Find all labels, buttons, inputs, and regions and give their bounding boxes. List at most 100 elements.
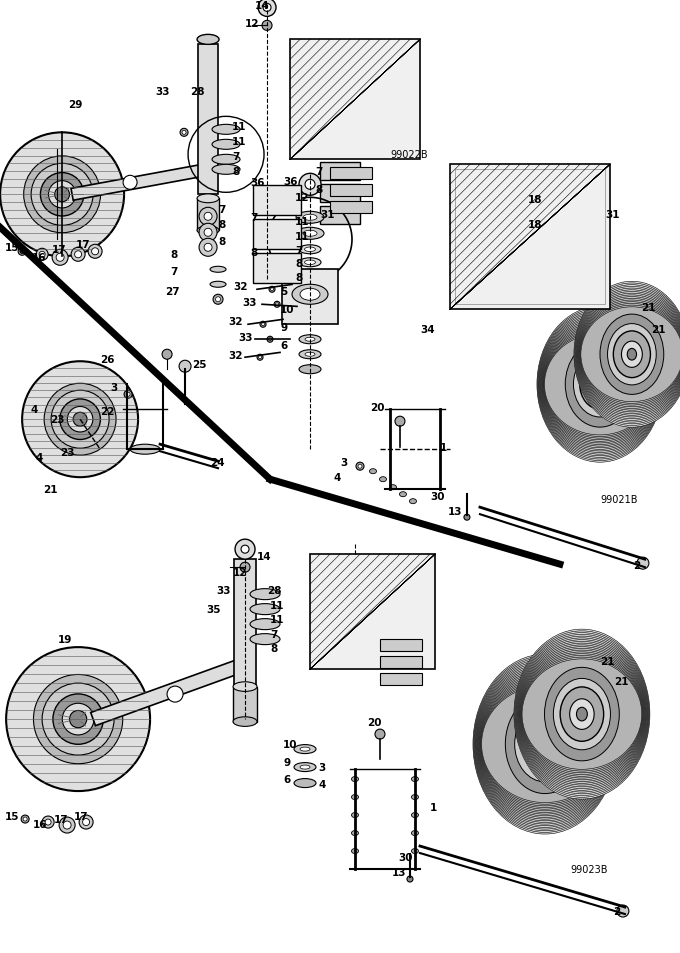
Ellipse shape bbox=[545, 668, 619, 761]
Circle shape bbox=[52, 250, 68, 266]
Circle shape bbox=[42, 816, 54, 828]
Circle shape bbox=[22, 362, 138, 477]
Ellipse shape bbox=[197, 35, 219, 46]
Circle shape bbox=[24, 156, 101, 233]
Circle shape bbox=[407, 876, 413, 882]
Text: 8: 8 bbox=[315, 185, 322, 195]
Ellipse shape bbox=[390, 485, 396, 490]
Ellipse shape bbox=[477, 669, 613, 820]
Ellipse shape bbox=[352, 849, 358, 854]
Text: 25: 25 bbox=[192, 360, 207, 370]
Text: 31: 31 bbox=[605, 210, 619, 220]
Ellipse shape bbox=[515, 706, 575, 782]
Text: 21: 21 bbox=[43, 485, 58, 495]
Text: 12: 12 bbox=[233, 568, 248, 578]
Bar bbox=[253, 254, 301, 284]
Ellipse shape bbox=[540, 318, 660, 452]
Ellipse shape bbox=[250, 634, 280, 645]
Ellipse shape bbox=[505, 695, 585, 794]
Ellipse shape bbox=[479, 676, 611, 813]
Circle shape bbox=[375, 729, 385, 740]
Circle shape bbox=[204, 213, 212, 221]
Circle shape bbox=[23, 817, 27, 821]
Ellipse shape bbox=[516, 637, 648, 792]
Circle shape bbox=[275, 303, 279, 307]
Ellipse shape bbox=[579, 299, 680, 411]
Text: 21: 21 bbox=[600, 657, 615, 666]
Text: 2: 2 bbox=[633, 560, 640, 571]
Ellipse shape bbox=[522, 658, 642, 771]
Ellipse shape bbox=[517, 641, 647, 787]
Circle shape bbox=[124, 391, 132, 398]
Text: 4: 4 bbox=[35, 453, 42, 463]
Circle shape bbox=[179, 361, 191, 373]
Text: 36: 36 bbox=[250, 178, 265, 188]
Circle shape bbox=[395, 416, 405, 427]
Text: 30: 30 bbox=[430, 492, 445, 501]
Ellipse shape bbox=[514, 630, 650, 800]
Circle shape bbox=[299, 174, 321, 196]
Bar bbox=[330, 168, 372, 180]
Text: 33: 33 bbox=[216, 585, 231, 596]
Text: 18: 18 bbox=[528, 195, 543, 205]
Text: 11: 11 bbox=[270, 615, 284, 624]
Ellipse shape bbox=[303, 231, 317, 237]
Text: 21: 21 bbox=[614, 677, 628, 686]
Ellipse shape bbox=[411, 831, 418, 836]
Ellipse shape bbox=[305, 248, 316, 253]
Bar bbox=[320, 185, 360, 203]
Circle shape bbox=[67, 407, 93, 433]
Circle shape bbox=[44, 384, 116, 456]
Circle shape bbox=[123, 176, 137, 190]
Text: 8: 8 bbox=[170, 250, 177, 260]
Ellipse shape bbox=[303, 215, 317, 221]
Ellipse shape bbox=[210, 282, 226, 288]
Ellipse shape bbox=[379, 477, 386, 482]
Bar bbox=[330, 202, 372, 214]
Text: 33: 33 bbox=[242, 298, 256, 308]
Circle shape bbox=[0, 133, 124, 257]
Ellipse shape bbox=[515, 635, 649, 794]
Circle shape bbox=[305, 180, 315, 190]
Ellipse shape bbox=[514, 631, 649, 798]
Ellipse shape bbox=[212, 155, 240, 165]
Circle shape bbox=[356, 463, 364, 471]
Ellipse shape bbox=[294, 745, 316, 754]
Text: 16: 16 bbox=[32, 253, 47, 263]
Circle shape bbox=[204, 229, 212, 237]
Bar bbox=[380, 674, 422, 685]
Ellipse shape bbox=[475, 661, 615, 827]
Circle shape bbox=[54, 188, 69, 203]
Text: 36: 36 bbox=[283, 177, 298, 187]
Text: 32: 32 bbox=[228, 317, 243, 327]
Bar bbox=[320, 163, 360, 181]
Text: 7: 7 bbox=[270, 630, 277, 639]
Circle shape bbox=[258, 356, 262, 359]
Ellipse shape bbox=[622, 342, 643, 368]
Ellipse shape bbox=[294, 779, 316, 788]
Text: 11: 11 bbox=[232, 122, 247, 132]
Text: 20: 20 bbox=[367, 718, 381, 727]
Circle shape bbox=[263, 5, 271, 12]
Ellipse shape bbox=[541, 320, 660, 450]
Ellipse shape bbox=[300, 289, 320, 301]
Ellipse shape bbox=[250, 589, 280, 600]
Circle shape bbox=[42, 683, 114, 756]
Circle shape bbox=[39, 252, 45, 258]
Bar bbox=[455, 171, 605, 305]
Ellipse shape bbox=[575, 285, 680, 424]
Ellipse shape bbox=[296, 213, 324, 224]
Ellipse shape bbox=[575, 287, 680, 423]
Text: 4: 4 bbox=[318, 780, 326, 789]
Circle shape bbox=[31, 164, 93, 226]
Ellipse shape bbox=[560, 687, 604, 741]
Ellipse shape bbox=[520, 649, 645, 780]
Ellipse shape bbox=[579, 301, 680, 409]
Ellipse shape bbox=[409, 499, 416, 504]
Ellipse shape bbox=[574, 282, 680, 428]
Ellipse shape bbox=[476, 666, 614, 822]
Text: 11: 11 bbox=[295, 217, 309, 227]
Text: 6: 6 bbox=[283, 774, 290, 784]
Text: 17: 17 bbox=[54, 814, 69, 824]
Ellipse shape bbox=[537, 309, 662, 461]
